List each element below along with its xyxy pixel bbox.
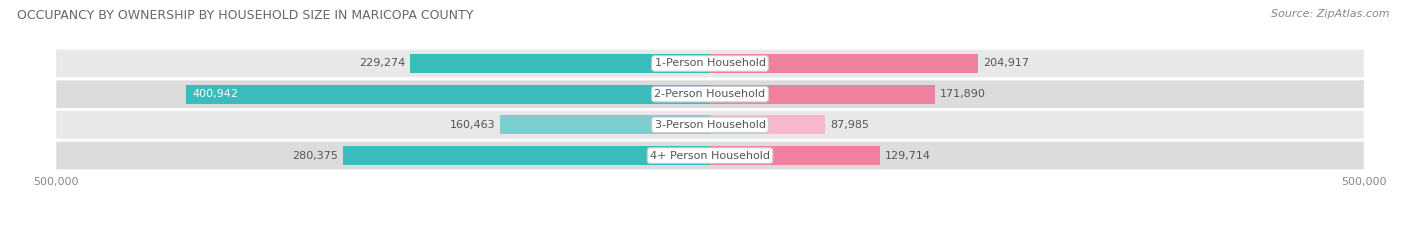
Text: 400,942: 400,942 bbox=[193, 89, 238, 99]
FancyBboxPatch shape bbox=[56, 50, 1364, 77]
Text: 2-Person Household: 2-Person Household bbox=[654, 89, 766, 99]
Text: 204,917: 204,917 bbox=[983, 58, 1029, 69]
Bar bbox=[710, 54, 979, 73]
Text: 171,890: 171,890 bbox=[941, 89, 986, 99]
FancyBboxPatch shape bbox=[56, 111, 1364, 139]
Text: 280,375: 280,375 bbox=[292, 151, 339, 161]
Text: Source: ZipAtlas.com: Source: ZipAtlas.com bbox=[1271, 9, 1389, 19]
Text: 160,463: 160,463 bbox=[450, 120, 495, 130]
Text: 87,985: 87,985 bbox=[831, 120, 869, 130]
FancyBboxPatch shape bbox=[56, 142, 1364, 169]
Text: OCCUPANCY BY OWNERSHIP BY HOUSEHOLD SIZE IN MARICOPA COUNTY: OCCUPANCY BY OWNERSHIP BY HOUSEHOLD SIZE… bbox=[17, 9, 474, 22]
Text: 1-Person Household: 1-Person Household bbox=[655, 58, 765, 69]
Text: 3-Person Household: 3-Person Household bbox=[655, 120, 765, 130]
FancyBboxPatch shape bbox=[56, 80, 1364, 108]
Bar bbox=[343, 146, 710, 165]
Text: 229,274: 229,274 bbox=[359, 58, 405, 69]
Bar bbox=[186, 85, 710, 104]
Text: 129,714: 129,714 bbox=[884, 151, 931, 161]
Bar bbox=[710, 115, 825, 134]
Text: 4+ Person Household: 4+ Person Household bbox=[650, 151, 770, 161]
Bar bbox=[411, 54, 710, 73]
Bar bbox=[501, 115, 710, 134]
Bar bbox=[710, 85, 935, 104]
Bar bbox=[710, 146, 880, 165]
